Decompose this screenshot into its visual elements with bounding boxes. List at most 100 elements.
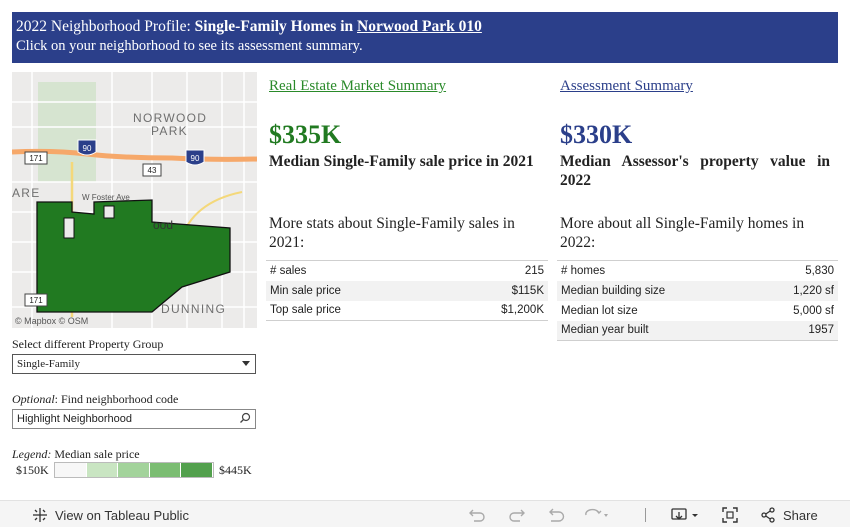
map-label-norwood: NORWOOD bbox=[133, 111, 208, 125]
route-171-shield-b: 171 bbox=[24, 293, 48, 307]
map-label-dunning: DUNNING bbox=[161, 302, 227, 316]
legend-title-em: Legend: bbox=[12, 447, 52, 461]
view-on-tableau-button[interactable]: View on Tableau Public bbox=[32, 507, 189, 523]
header-property-type: Single-Family Homes bbox=[194, 18, 337, 35]
map-park-area bbox=[38, 82, 96, 182]
tableau-logo-icon bbox=[33, 508, 47, 522]
undo-icon bbox=[469, 509, 485, 522]
market-more-stats: More stats about Single-Family sales in … bbox=[269, 215, 515, 251]
assessment-summary-link[interactable]: Assessment Summary bbox=[560, 78, 693, 94]
stat-value: 1957 bbox=[752, 320, 838, 341]
stat-label: # homes bbox=[557, 260, 753, 281]
stat-label: Top sale price bbox=[266, 300, 438, 321]
stat-label: # sales bbox=[266, 260, 438, 281]
neighborhood-search-input[interactable]: Highlight Neighborhood bbox=[12, 409, 256, 429]
header-neighborhood: Norwood Park 010 bbox=[357, 18, 482, 35]
download-icon bbox=[671, 508, 698, 520]
redo-button[interactable] bbox=[508, 507, 526, 523]
legend-swatch bbox=[149, 463, 182, 477]
property-group-select[interactable]: Single-Family bbox=[12, 354, 256, 374]
find-label-rest: : Find neighborhood code bbox=[54, 392, 179, 406]
neighborhood-shape[interactable] bbox=[36, 199, 231, 313]
market-summary-link[interactable]: Real Estate Market Summary bbox=[269, 78, 447, 94]
i90-shield-b: 90 bbox=[185, 149, 205, 166]
property-group-value: Single-Family bbox=[17, 358, 80, 370]
tableau-toolbar: View on Tableau Public bbox=[0, 500, 850, 527]
refresh-icon bbox=[585, 508, 608, 517]
find-neighborhood-label: Optional: Find neighborhood code bbox=[12, 392, 178, 407]
svg-text:171: 171 bbox=[29, 154, 43, 163]
median-sale-price: $335K bbox=[269, 120, 342, 149]
neighborhood-hole-b bbox=[103, 205, 115, 219]
undo-button[interactable] bbox=[468, 507, 486, 523]
revert-button[interactable] bbox=[548, 507, 566, 523]
header-prefix: 2022 Neighborhood Profile: bbox=[16, 18, 191, 35]
table-row: Median building size 1,220 sf bbox=[557, 280, 838, 301]
search-icon[interactable] bbox=[239, 412, 251, 424]
map-label-park: PARK bbox=[151, 124, 188, 138]
svg-text:171: 171 bbox=[29, 296, 43, 305]
view-on-tableau-label: View on Tableau Public bbox=[55, 507, 189, 523]
table-row: Top sale price $1,200K bbox=[266, 300, 548, 321]
legend-max: $445K bbox=[219, 463, 252, 477]
redo-icon bbox=[509, 509, 525, 522]
legend-swatch bbox=[181, 463, 213, 477]
legend-color-bar bbox=[54, 462, 214, 478]
neighborhood-hole-a bbox=[63, 217, 75, 239]
map-label-wood: ood bbox=[153, 218, 174, 232]
route-43-shield: 43 bbox=[142, 163, 162, 177]
revert-icon bbox=[549, 508, 565, 522]
map-street-label: W Foster Ave bbox=[82, 193, 130, 202]
header-instructions: Click on your neighborhood to see its as… bbox=[16, 38, 363, 54]
toolbar-divider bbox=[645, 508, 646, 522]
median-assessed-value: $330K bbox=[560, 120, 633, 149]
table-row: Median year built 1957 bbox=[557, 320, 838, 341]
stat-value: $1,200K bbox=[437, 300, 548, 321]
svg-text:90: 90 bbox=[83, 144, 92, 153]
search-placeholder: Highlight Neighborhood bbox=[17, 413, 132, 425]
stat-label: Min sale price bbox=[266, 280, 438, 301]
legend-swatch bbox=[118, 463, 150, 477]
map-canvas[interactable]: 90 90 43 171 171 W Foster Ave bbox=[12, 72, 257, 328]
stat-value: 5,830 bbox=[752, 260, 838, 281]
median-sale-caption: Median Single-Family sale price in 2021 bbox=[269, 153, 534, 170]
legend-title: Legend: Median sale price bbox=[12, 447, 140, 462]
download-button[interactable] bbox=[671, 507, 701, 523]
legend-min: $150K bbox=[16, 463, 49, 477]
chevron-down-icon[interactable] bbox=[242, 361, 250, 366]
stat-value: 1,220 sf bbox=[752, 280, 838, 301]
map-attribution[interactable]: © Mapbox © OSM bbox=[15, 316, 89, 326]
map-label-are: ARE bbox=[12, 186, 41, 200]
legend-swatch bbox=[55, 463, 87, 477]
share-button[interactable]: Share bbox=[760, 507, 818, 523]
stat-label: Median building size bbox=[557, 280, 753, 301]
share-label: Share bbox=[783, 507, 818, 523]
stat-value: 5,000 sf bbox=[793, 304, 834, 317]
fullscreen-icon bbox=[722, 507, 738, 523]
neighborhood-map[interactable]: 90 90 43 171 171 W Foster Ave NORWOOD PA… bbox=[12, 72, 257, 328]
table-row: Median lot size 5,000 sf bbox=[557, 301, 838, 321]
stat-label: Median year built bbox=[557, 320, 753, 341]
highway-i90 bbox=[12, 148, 257, 162]
route-171-shield-a: 171 bbox=[24, 151, 48, 165]
legend-swatch bbox=[86, 463, 119, 477]
svg-text:90: 90 bbox=[191, 154, 200, 163]
assessment-stats-table: # homes 5,830 Median building size 1,220 s… bbox=[557, 260, 838, 341]
share-icon bbox=[761, 507, 775, 523]
legend-title-rest: Median sale price bbox=[51, 447, 140, 461]
assessment-more-stats: More about all Single-Family homes in 20… bbox=[560, 215, 805, 251]
i90-shield-a: 90 bbox=[77, 139, 97, 156]
stat-value: $115K bbox=[437, 280, 548, 301]
table-row: # homes 5,830 bbox=[557, 260, 838, 281]
table-row: Min sale price $115K bbox=[266, 280, 548, 301]
fullscreen-button[interactable] bbox=[722, 507, 738, 523]
stat-value: 215 bbox=[437, 260, 548, 281]
median-assessed-caption: Median Assessor's property value in 2022 bbox=[560, 153, 830, 189]
property-group-label: Select different Property Group bbox=[12, 337, 164, 351]
market-stats-table: # sales 215 Min sale price $115K Top sale … bbox=[266, 260, 548, 321]
refresh-button[interactable] bbox=[584, 507, 612, 523]
svg-text:43: 43 bbox=[148, 166, 157, 175]
dashboard-header: 2022 Neighborhood Profile: Single-Family… bbox=[12, 12, 838, 63]
find-label-optional: Optional bbox=[12, 392, 55, 406]
header-title: 2022 Neighborhood Profile: Single-Family… bbox=[16, 17, 834, 37]
